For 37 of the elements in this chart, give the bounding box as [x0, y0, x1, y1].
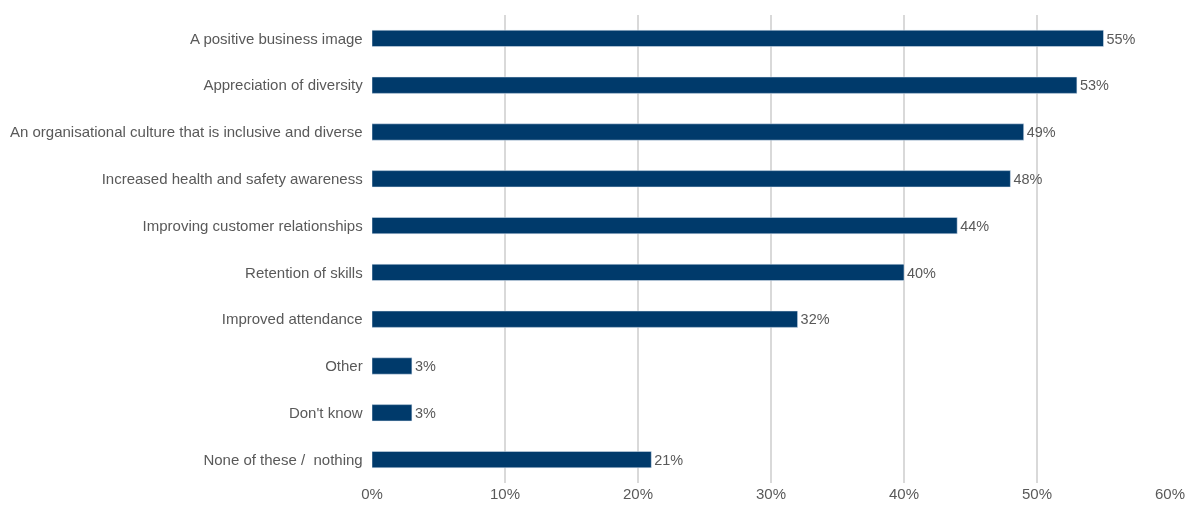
data-label: 40% — [907, 264, 937, 281]
y-tick-label: Improving customer relationships — [142, 216, 371, 234]
bar — [372, 170, 1011, 188]
bar — [372, 310, 798, 328]
data-label: 3% — [414, 405, 436, 422]
y-tick-label: Don't know — [288, 404, 371, 422]
bar — [372, 217, 958, 235]
y-tick-label: Appreciation of diversity — [203, 76, 371, 94]
y-tick-label: Retention of skills — [245, 263, 371, 281]
bar — [372, 404, 413, 422]
y-tick-label: Other — [325, 357, 371, 375]
y-tick-label: Increased health and safety awareness — [101, 170, 371, 188]
bar — [372, 263, 905, 281]
y-tick-label: Improved attendance — [221, 310, 371, 328]
data-label: 44% — [960, 217, 990, 234]
bar — [372, 29, 1104, 47]
bar — [372, 123, 1024, 141]
y-tick-label: None of these / nothing — [203, 450, 371, 468]
bar — [372, 451, 652, 469]
x-tick-label: 50% — [1021, 485, 1053, 502]
data-label: 55% — [1106, 30, 1136, 47]
data-label: 49% — [1026, 124, 1056, 141]
data-label: 3% — [414, 358, 436, 375]
data-label: 21% — [654, 451, 684, 468]
x-tick-label: 60% — [1154, 485, 1186, 502]
bar — [372, 357, 413, 375]
x-tick-label: 30% — [755, 485, 787, 502]
data-label: 32% — [800, 311, 830, 328]
bar — [372, 76, 1078, 94]
x-tick-label: 0% — [361, 485, 383, 502]
data-label: 48% — [1013, 171, 1043, 188]
x-tick-label: 40% — [888, 485, 920, 502]
x-tick-label: 20% — [622, 485, 654, 502]
data-label: 53% — [1079, 77, 1109, 94]
y-tick-label: An organisational culture that is inclusive and diverse — [9, 123, 371, 141]
y-tick-label: A positive business image — [190, 29, 371, 47]
x-tick-label: 10% — [489, 485, 521, 502]
